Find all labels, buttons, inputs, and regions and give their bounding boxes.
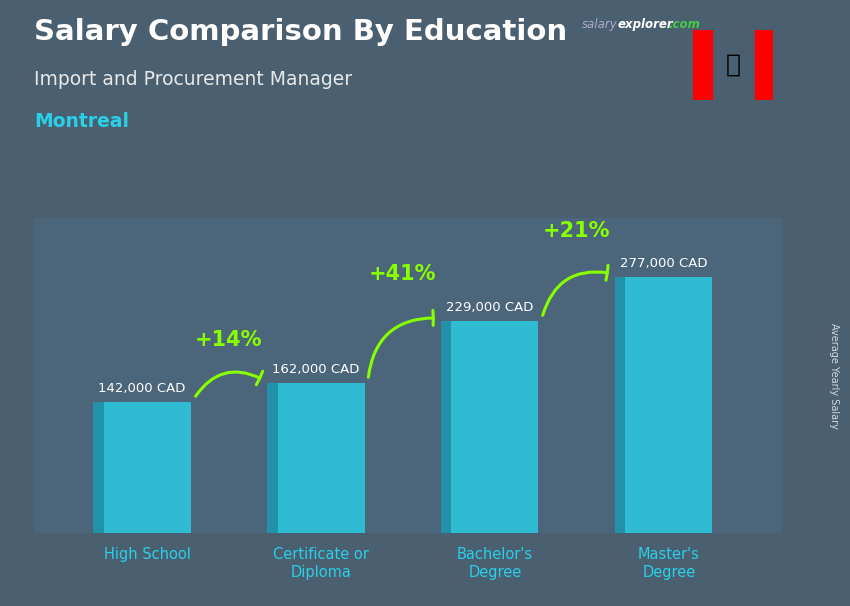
Text: Salary Comparison By Education: Salary Comparison By Education [34, 18, 567, 46]
Text: explorer: explorer [617, 18, 672, 31]
Text: Average Yearly Salary: Average Yearly Salary [829, 323, 839, 428]
Text: 🍁: 🍁 [726, 53, 740, 76]
FancyArrowPatch shape [368, 310, 434, 377]
Text: +14%: +14% [196, 330, 263, 350]
Bar [755, 30, 774, 100]
FancyArrowPatch shape [542, 265, 608, 315]
Bar [278, 383, 365, 533]
Bar [94, 402, 104, 533]
Text: 142,000 CAD: 142,000 CAD [98, 382, 185, 395]
Bar [615, 276, 626, 533]
Bar [267, 383, 278, 533]
Text: Import and Procurement Manager: Import and Procurement Manager [34, 70, 352, 88]
Text: +41%: +41% [369, 264, 437, 284]
Text: 229,000 CAD: 229,000 CAD [446, 301, 534, 314]
Text: 162,000 CAD: 162,000 CAD [272, 363, 360, 376]
Bar [693, 30, 711, 100]
Bar [451, 321, 538, 533]
FancyArrowPatch shape [196, 371, 263, 396]
Bar [104, 402, 190, 533]
Text: +21%: +21% [543, 221, 610, 241]
Bar [626, 276, 712, 533]
Bar [441, 321, 451, 533]
Text: Montreal: Montreal [34, 112, 129, 131]
Text: .com: .com [668, 18, 700, 31]
Text: salary: salary [582, 18, 618, 31]
Text: 277,000 CAD: 277,000 CAD [620, 256, 707, 270]
